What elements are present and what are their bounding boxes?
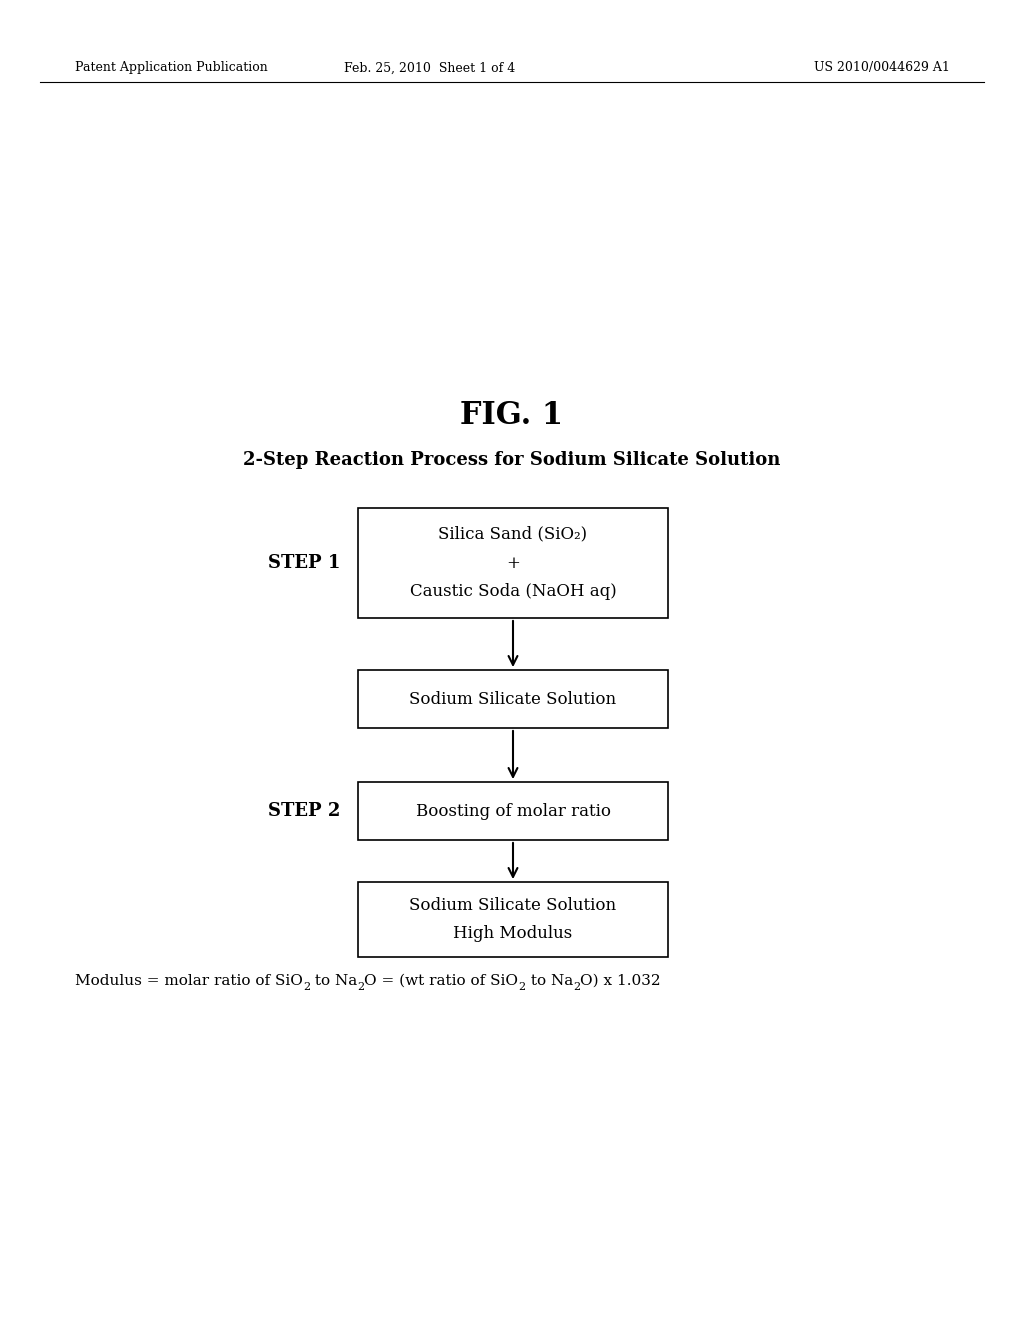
Text: Boosting of molar ratio: Boosting of molar ratio [416,803,610,820]
Text: Patent Application Publication: Patent Application Publication [75,62,267,74]
Bar [358,781,668,840]
Text: 2-Step Reaction Process for Sodium Silicate Solution: 2-Step Reaction Process for Sodium Silic… [244,451,780,469]
Text: +: + [506,554,520,572]
Text: STEP 1: STEP 1 [267,554,340,572]
Text: 2: 2 [518,982,525,993]
Bar [358,671,668,729]
Text: Silica Sand (SiO₂): Silica Sand (SiO₂) [438,525,588,543]
Text: High Modulus: High Modulus [454,924,572,941]
Text: 2: 2 [303,982,310,993]
Bar [358,882,668,957]
Text: 2: 2 [357,982,365,993]
Text: FIG. 1: FIG. 1 [461,400,563,430]
Text: Sodium Silicate Solution: Sodium Silicate Solution [410,690,616,708]
Text: Feb. 25, 2010  Sheet 1 of 4: Feb. 25, 2010 Sheet 1 of 4 [344,62,516,74]
Text: Caustic Soda (NaOH aq): Caustic Soda (NaOH aq) [410,583,616,601]
Text: STEP 2: STEP 2 [267,803,340,820]
Bar [358,508,668,618]
Text: Sodium Silicate Solution: Sodium Silicate Solution [410,898,616,915]
Text: to Na: to Na [310,974,357,987]
Text: Modulus = molar ratio of SiO: Modulus = molar ratio of SiO [75,974,303,987]
Text: O) x 1.032: O) x 1.032 [580,974,660,987]
Text: O = (wt ratio of SiO: O = (wt ratio of SiO [365,974,518,987]
Text: US 2010/0044629 A1: US 2010/0044629 A1 [814,62,950,74]
Text: to Na: to Na [525,974,572,987]
Text: 2: 2 [572,982,580,993]
